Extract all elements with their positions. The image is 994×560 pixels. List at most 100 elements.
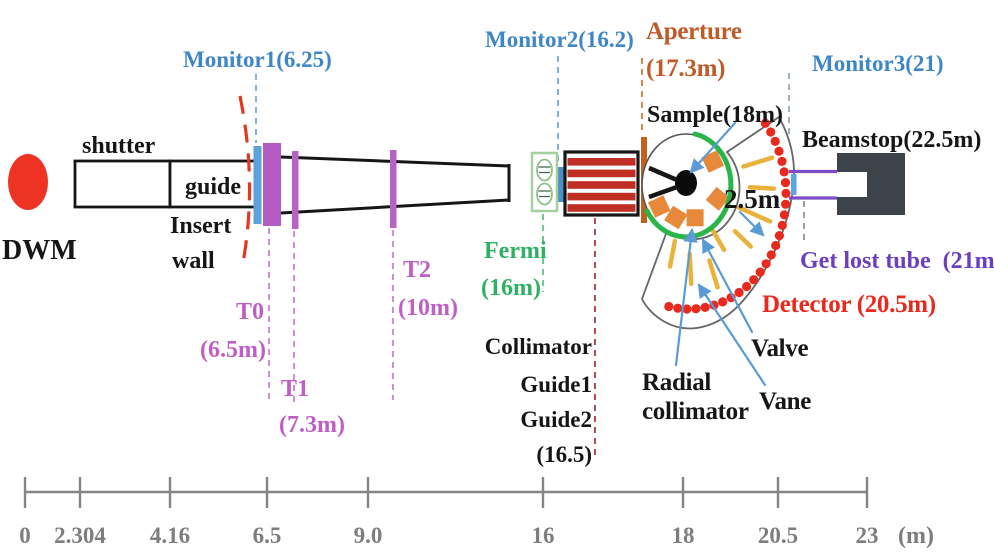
guide-label: guide	[185, 174, 241, 200]
detector-dot	[682, 304, 692, 314]
insert-wall-label-1: Insert	[170, 213, 231, 239]
detector-dot	[755, 267, 765, 277]
t0-chopper-bar	[263, 143, 281, 226]
ruler-unit-label: (m)	[898, 523, 934, 549]
detector-dot	[770, 136, 780, 146]
valve-arrow	[701, 238, 754, 334]
distance-label: 2.5m	[724, 184, 781, 214]
annotation-arrows	[674, 121, 767, 387]
vane-line	[667, 238, 678, 269]
collimator-label-4: (16.5)	[536, 442, 592, 467]
detector-dot	[774, 146, 784, 156]
collimator-blade	[705, 186, 730, 211]
fermi-rotor-bottom	[536, 182, 553, 206]
monitor3-bar	[791, 174, 797, 195]
detector-dot	[734, 287, 744, 298]
fermi-chopper	[530, 151, 559, 213]
vane-arrow	[697, 283, 767, 387]
t1-chopper-bar	[292, 151, 299, 229]
get-lost-tube-label: Get lost tube (21m)	[800, 248, 994, 274]
t1-pos-label: (7.3m)	[279, 412, 345, 438]
vane-line	[707, 258, 720, 290]
monitor1-bar	[253, 146, 262, 224]
detector-dot	[781, 199, 791, 209]
source-ellipse	[8, 154, 48, 210]
collimator-blade	[686, 209, 704, 227]
t1-label: T1	[281, 376, 309, 402]
detector-dot	[761, 259, 771, 269]
collimator-blade	[664, 205, 688, 230]
vane-line	[747, 185, 777, 191]
radial-collimator-blades	[647, 150, 730, 230]
collimator-blade	[647, 195, 671, 218]
ruler-tick-label: 18	[672, 523, 695, 548]
sample-arrow	[689, 121, 737, 174]
beam-entry-bottom	[648, 184, 678, 200]
vane-line	[710, 228, 727, 253]
sample-label: Sample(18m)	[647, 102, 783, 128]
fermi-label: Fermi	[484, 238, 547, 264]
collimator-label-1: Collimator	[485, 334, 592, 359]
vane-line	[741, 155, 775, 169]
beam-entry-top	[648, 165, 678, 183]
valve-arc	[644, 131, 734, 240]
t2-label: T2	[403, 257, 431, 283]
t0-pos-label: (6.5m)	[200, 337, 266, 363]
detector-tank-outline	[641, 115, 795, 330]
detector-dot	[781, 188, 791, 198]
detector-dot	[700, 302, 710, 312]
radial-collimator-arrow	[674, 227, 698, 367]
detector-dot	[749, 275, 759, 285]
monitor3-label: Monitor3(21)	[812, 51, 944, 76]
t2-chopper-bar	[390, 150, 397, 228]
ruler-tick-label: 23	[856, 523, 879, 548]
detector-dots	[664, 118, 791, 314]
detector-dot	[777, 220, 787, 230]
detector-dot	[774, 231, 785, 241]
ruler-tick-label: 4.16	[150, 523, 190, 548]
vane-label: Vane	[759, 388, 811, 415]
ruler-tick-label: 9.0	[354, 523, 383, 548]
monitor2-label: Monitor2(16.2)	[485, 27, 634, 52]
detector-dot	[673, 303, 683, 313]
vane-line	[736, 205, 773, 224]
source-label: DWM	[2, 235, 77, 266]
ruler-tick-label: 6.5	[253, 523, 282, 548]
monitor2-bar	[557, 167, 564, 202]
sample-dot	[675, 170, 697, 196]
fermi-rotor-top	[536, 158, 553, 182]
fermi-pos-label: (16m)	[481, 275, 541, 301]
detector-dot	[766, 127, 776, 137]
radial-collimator-label-1: Radial	[642, 369, 711, 396]
detector-dot	[691, 304, 701, 314]
guide-box	[168, 159, 258, 209]
disk-chopper-arc	[238, 95, 252, 269]
ruler: 0 2.304 4.16 6.5 9.0 16 18 20.5 23 (m)	[19, 477, 934, 549]
valve-label: Valve	[751, 335, 809, 362]
detector-dot	[664, 301, 674, 312]
detector-dot	[766, 250, 776, 260]
beamstop-label: Beamstop(22.5m)	[802, 127, 981, 153]
ruler-tick-label: 16	[532, 523, 555, 548]
vane-line	[687, 251, 694, 287]
detector-dot	[779, 167, 789, 177]
distance-arrow	[738, 210, 765, 237]
detector-dot	[718, 297, 728, 307]
detector-dot	[742, 281, 752, 292]
detector-dot	[760, 118, 771, 128]
collimator-label-2: Guide1	[520, 372, 592, 397]
aperture-label-2: (17.3m)	[646, 55, 725, 82]
collimator-stripes	[567, 158, 636, 212]
detector-dot	[771, 240, 781, 251]
shutter-label: shutter	[82, 133, 156, 159]
ruler-tick-label: 20.5	[758, 523, 798, 548]
collimator-guides	[563, 150, 640, 217]
detector-label: Detector (20.5m)	[762, 291, 936, 318]
aperture-label-1: Aperture	[646, 18, 742, 45]
ruler-tick-label: 2.304	[54, 523, 106, 548]
shutter-box	[73, 159, 172, 209]
monitor1-label: Monitor1(6.25)	[183, 47, 332, 72]
fermi-rotor-slits	[538, 166, 551, 198]
